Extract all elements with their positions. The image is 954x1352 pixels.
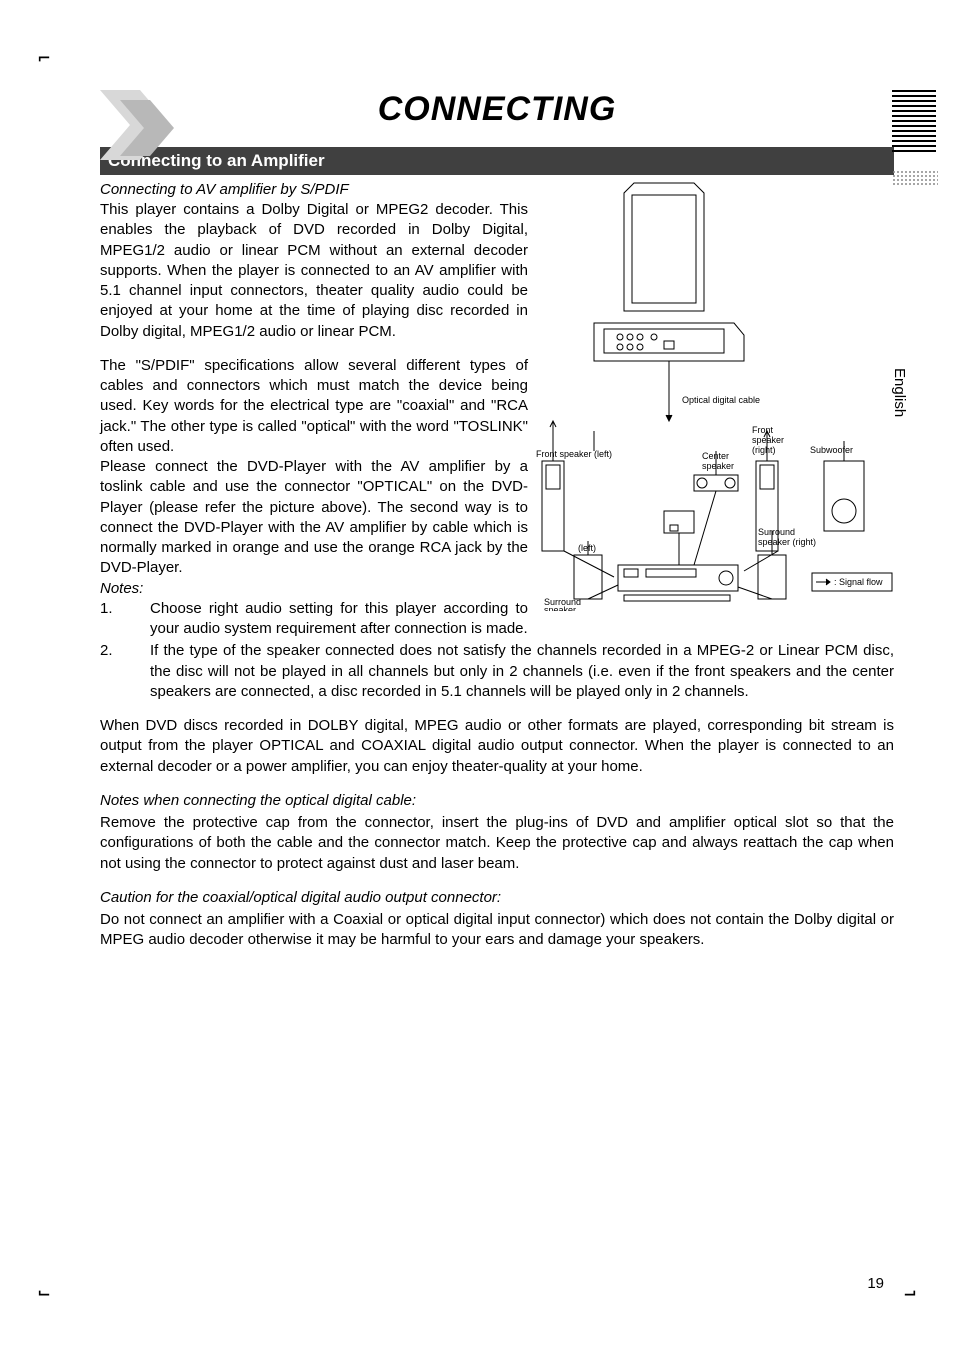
fig-front-right-2: speaker: [752, 435, 784, 445]
note-item-1: 1.Choose right audio setting for this pl…: [100, 599, 528, 640]
fig-center-2: speaker: [702, 461, 734, 471]
fig-front-right-1: Front: [752, 425, 774, 435]
margin-decoration-dots: [892, 170, 938, 186]
paragraph-5: Remove the protective cap from the conne…: [100, 813, 894, 874]
fig-subwoofer-label: Subwoofer: [810, 445, 853, 455]
note-2-text: If the type of the speaker connected doe…: [150, 641, 894, 702]
crop-mark-br: ⌐: [904, 1282, 916, 1306]
fig-center-1: Center: [702, 451, 729, 461]
paragraph-6: Do not connect an amplifier with a Coaxi…: [100, 910, 894, 951]
margin-decoration-lines: [892, 90, 936, 160]
page-title: CONNECTING: [100, 90, 894, 129]
fig-front-right-3: (right): [752, 445, 776, 455]
fig-signal-flow-label: : Signal flow: [834, 577, 883, 587]
section-heading-bar: Connecting to an Amplifier: [100, 147, 894, 175]
fig-surround-right-2: speaker (right): [758, 537, 816, 547]
connection-diagram: Optical digital cable Front speaker (lef…: [534, 181, 894, 611]
fig-surround-right-1: Surround: [758, 527, 795, 537]
fig-optical-cable-label: Optical digital cable: [682, 395, 760, 405]
fig-front-left-label: Front speaker (left): [536, 449, 612, 459]
svg-text:speaker: speaker: [544, 605, 576, 611]
chevron-decoration: [100, 90, 190, 160]
crop-mark-bl: ⌐: [38, 1282, 50, 1306]
note-item-2: 2.If the type of the speaker connected d…: [100, 641, 894, 702]
subheading-caution: Caution for the coaxial/optical digital …: [100, 888, 894, 908]
page-number: 19: [867, 1275, 884, 1292]
crop-mark-tl: ⌐: [38, 46, 50, 70]
subheading-optical-notes: Notes when connecting the optical digita…: [100, 791, 894, 811]
language-tab: English: [891, 368, 908, 417]
note-1-text: Choose right audio setting for this play…: [150, 599, 528, 640]
fig-surround-left-label: (left): [578, 543, 596, 553]
paragraph-4: When DVD discs recorded in DOLBY digital…: [100, 716, 894, 777]
notes-list: 1.Choose right audio setting for this pl…: [100, 599, 894, 702]
